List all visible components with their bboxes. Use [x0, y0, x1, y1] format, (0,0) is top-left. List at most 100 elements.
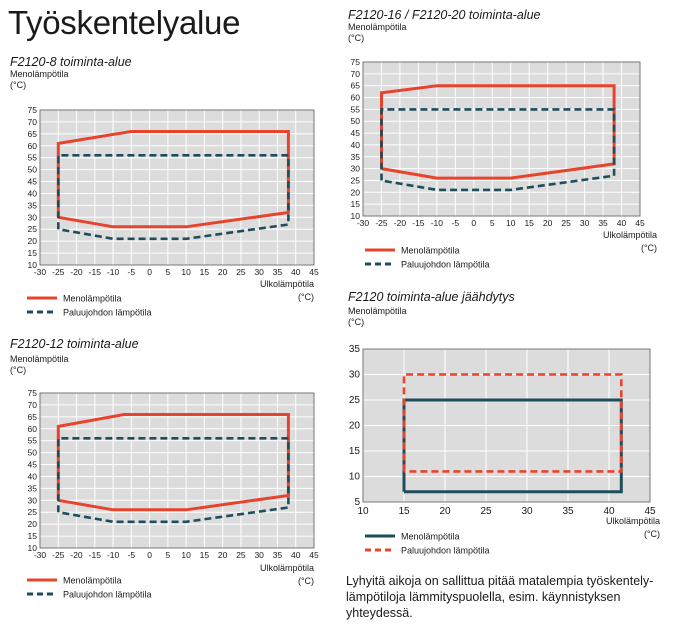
x-tick-label: 10 [181, 550, 191, 560]
y-tick-label: 60 [28, 424, 38, 434]
legend-label: Paluujohdon lämpötila [401, 260, 490, 270]
y-tick-label: 20 [351, 187, 361, 197]
y-axis-unit: (°C) [348, 33, 364, 43]
y-tick-label: 35 [28, 200, 38, 210]
x-tick-label: 15 [524, 218, 534, 228]
x-tick-label: 20 [218, 550, 228, 560]
x-axis-unit: (°C) [641, 243, 657, 253]
x-axis-unit: (°C) [644, 529, 660, 539]
x-tick-label: 40 [291, 267, 301, 277]
plot-area [363, 62, 640, 216]
y-axis-unit: (°C) [10, 365, 26, 375]
y-tick-label: 45 [351, 128, 361, 138]
legend-label: Menolämpötila [63, 294, 122, 304]
x-tick-label: 35 [598, 218, 608, 228]
y-tick-label: 25 [351, 175, 361, 185]
x-tick-label: -20 [394, 218, 407, 228]
x-tick-label: 15 [200, 267, 210, 277]
x-tick-label: 0 [147, 550, 152, 560]
x-axis-unit: (°C) [298, 292, 314, 302]
x-tick-label: -15 [412, 218, 425, 228]
x-axis-unit: (°C) [298, 576, 314, 586]
x-axis-title: Ulkolämpötila [606, 516, 660, 526]
plot-frame [362, 348, 651, 503]
x-tick-label: 45 [644, 506, 656, 517]
series-return-line [402, 373, 623, 473]
y-tick-label: 10 [351, 211, 361, 221]
y-tick-label: 45 [28, 177, 38, 187]
y-tick-label: 55 [28, 436, 38, 446]
y-tick-label: 60 [28, 141, 38, 151]
y-tick-label: 20 [28, 519, 38, 529]
legend-label: Paluujohdon lämpötila [63, 308, 152, 318]
x-tick-label: -25 [52, 267, 65, 277]
legend-label: Paluujohdon lämpötila [401, 546, 490, 556]
y-tick-label: 70 [28, 117, 38, 127]
y-axis-unit: (°C) [348, 317, 364, 327]
x-tick-label: -30 [34, 550, 47, 560]
x-tick-label: -20 [70, 550, 83, 560]
chart-c2: -30 -25 -20 -15 -10 -5 0 5 10 15 20 25 30 35 40 4510152… [348, 22, 657, 270]
x-axis-title: Ulkolämpötila [260, 563, 314, 573]
x-tick-label: 45 [309, 550, 319, 560]
y-tick-label: 15 [349, 446, 361, 457]
x-tick-label: 0 [471, 218, 476, 228]
x-tick-label: 30 [521, 506, 533, 517]
x-tick-label: 20 [218, 267, 228, 277]
legend-label: Menolämpötila [401, 532, 460, 542]
x-tick-label: -10 [107, 550, 120, 560]
y-tick-label: 30 [349, 370, 361, 381]
y-tick-label: 25 [349, 395, 361, 406]
chart-c3: -30 -25 -20 -15 -10 -5 0 5 10 15 20 25 30 35 40 4510152… [10, 354, 319, 600]
y-tick-label: 25 [28, 224, 38, 234]
plot-area [40, 393, 314, 548]
chart-c1: -30 -25 -20 -15 -10 -5 0 5 10 15 20 25 30 35 40 4510152… [10, 69, 319, 318]
x-tick-label: 25 [236, 550, 246, 560]
y-tick-label: 35 [351, 152, 361, 162]
chart-title-f2120-16-20: F2120-16 / F2120-20 toiminta-alue [348, 8, 541, 22]
x-tick-label: 10 [357, 506, 369, 517]
y-tick-label: 50 [28, 165, 38, 175]
plot-frame [362, 61, 641, 217]
x-tick-label: -10 [107, 267, 120, 277]
x-tick-label: 0 [147, 267, 152, 277]
x-tick-label: 30 [254, 267, 264, 277]
y-axis-title: Menolämpötila [348, 22, 407, 32]
y-axis-unit: (°C) [10, 80, 26, 90]
x-tick-label: 40 [617, 218, 627, 228]
x-tick-label: 5 [165, 267, 170, 277]
y-tick-label: 70 [351, 69, 361, 79]
x-tick-label: 45 [309, 267, 319, 277]
y-tick-label: 40 [28, 188, 38, 198]
x-tick-label: 40 [603, 506, 615, 517]
chart-title-f2120-8: F2120-8 toiminta-alue [10, 55, 132, 69]
y-tick-label: 65 [28, 412, 38, 422]
x-tick-label: 20 [439, 506, 451, 517]
y-tick-label: 30 [28, 212, 38, 222]
y-tick-label: 65 [351, 81, 361, 91]
y-tick-label: 55 [351, 104, 361, 114]
series-return-line [380, 108, 616, 192]
legend-label: Paluujohdon lämpötila [63, 590, 152, 600]
x-tick-label: 35 [562, 506, 574, 517]
y-tick-label: 45 [28, 460, 38, 470]
y-tick-label: 55 [28, 153, 38, 163]
chart-c4: 10 15 20 25 30 35 40 455101520253035Menolämpöti… [348, 306, 660, 556]
legend-label: Menolämpötila [401, 246, 460, 256]
legend-label: Menolämpötila [63, 576, 122, 586]
x-axis-title: Ulkolämpötila [260, 279, 314, 289]
y-tick-label: 25 [28, 507, 38, 517]
x-tick-label: 5 [490, 218, 495, 228]
x-tick-label: -25 [375, 218, 388, 228]
chart-title-f2120-12: F2120-12 toiminta-alue [10, 337, 139, 351]
y-tick-label: 75 [28, 388, 38, 398]
chart-title-f2120-cooling: F2120 toiminta-alue jäähdytys [348, 290, 515, 304]
page-title: Työskentelyalue [8, 4, 241, 41]
y-axis-title: Menolämpötila [10, 354, 69, 364]
y-tick-label: 50 [28, 448, 38, 458]
x-tick-label: -20 [70, 267, 83, 277]
x-tick-label: -5 [452, 218, 460, 228]
y-tick-label: 20 [28, 236, 38, 246]
y-tick-label: 35 [349, 344, 361, 355]
